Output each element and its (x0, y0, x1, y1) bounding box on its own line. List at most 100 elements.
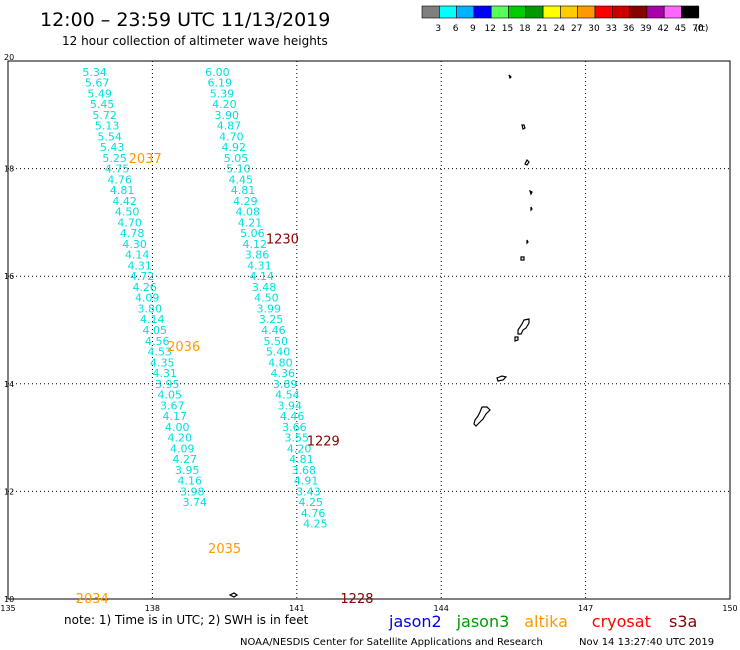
pass-time-label: 2037 (129, 152, 162, 167)
wave-height-value: 4.36 (270, 367, 295, 380)
wave-height-value: 4.08 (235, 206, 260, 219)
wave-height-value: 4.76 (301, 507, 326, 520)
pass-time-label: 1230 (266, 233, 299, 248)
wave-height-value: 5.49 (87, 87, 112, 100)
legend-label: 6 (453, 24, 459, 34)
legend-label: 45 (675, 24, 686, 34)
color-legend: 3 6 9 12 15 18 21 24 27 30 33 36 39 42 45 70(ft) (421, 5, 708, 34)
wave-height-value: 3.90 (214, 109, 239, 122)
wave-height-value: 4.78 (120, 227, 145, 240)
wave-height-value: 4.45 (228, 173, 253, 186)
wave-height-value: 4.50 (254, 292, 279, 305)
wave-height-value: 3.98 (180, 485, 205, 498)
wave-height-value: 4.42 (112, 195, 137, 208)
lon-tick-label: 150 (722, 604, 737, 613)
wave-height-value: 6.19 (207, 77, 232, 90)
wave-height-value: 5.54 (97, 130, 122, 143)
island-rota (496, 375, 508, 382)
pass-time-label: 2035 (208, 542, 241, 557)
legend-swatch (681, 5, 700, 19)
axis-tick-labels: 135 138 141 144 147 150 20 18 16 14 12 10 (0, 53, 737, 613)
wave-height-value: 4.76 (107, 173, 132, 186)
wave-height-value: 4.31 (127, 259, 152, 272)
legend-swatch (473, 5, 492, 19)
legend-swatch (646, 5, 665, 19)
wave-height-value: 5.13 (95, 120, 120, 133)
satellite-legend-s3a: s3a (669, 612, 697, 631)
island-pagan (528, 189, 533, 196)
wave-height-value: 5.39 (210, 87, 235, 100)
legend-label: 24 (554, 24, 566, 34)
map-subtitle: 12 hour collection of altimeter wave hei… (62, 34, 328, 48)
wave-height-value: 3.80 (137, 302, 162, 315)
legend-swatch (456, 5, 475, 19)
wave-height-value: 3.67 (160, 399, 185, 412)
coastline-islands (228, 74, 533, 598)
wave-height-value: 4.14 (125, 249, 150, 262)
wave-height-value: 5.67 (85, 77, 110, 90)
wave-height-value: 4.05 (157, 389, 182, 402)
wave-height-value: 3.99 (256, 302, 281, 315)
legend-swatch (542, 5, 561, 19)
wave-height-value: 4.72 (130, 270, 155, 283)
legend-swatch (577, 5, 596, 19)
lon-tick-label: 147 (578, 604, 593, 613)
wave-height-value: 3.43 (296, 485, 321, 498)
lat-tick-label: 14 (4, 380, 14, 389)
lat-tick-label: 12 (4, 487, 14, 496)
wave-height-value: 5.06 (240, 227, 265, 240)
legend-label: 27 (571, 24, 582, 34)
island-alamagan (530, 206, 533, 212)
wave-height-values: 5.345.675.495.455.725.135.545.435.254.75… (82, 66, 327, 531)
wave-height-value: 4.14 (140, 313, 165, 326)
wave-height-value: 5.40 (266, 346, 291, 359)
legend-swatch (438, 5, 457, 19)
legend-label: 18 (519, 24, 531, 34)
wave-height-value: 4.25 (303, 518, 328, 531)
legend-label: 33 (606, 24, 617, 34)
pass-time-label: 2036 (167, 340, 200, 355)
footer-timestamp: Nov 14 13:27:40 UTC 2019 (579, 637, 714, 648)
wave-height-value: 4.17 (162, 410, 187, 423)
lon-tick-label: 135 (0, 604, 15, 613)
lon-tick-label: 138 (145, 604, 160, 613)
lat-tick-label: 16 (4, 272, 14, 281)
legend-swatch (629, 5, 648, 19)
wave-height-value: 4.20 (212, 98, 237, 111)
wave-height-value: 4.09 (170, 442, 195, 455)
wave-height-value: 4.56 (145, 335, 170, 348)
wave-height-value: 5.10 (226, 163, 251, 176)
island-agrihan (524, 158, 530, 166)
satellite-legend-cryosat: cryosat (592, 612, 651, 631)
wave-height-value: 3.68 (292, 464, 317, 477)
legend-label: 12 (484, 24, 495, 34)
wave-height-value: 4.05 (142, 324, 167, 337)
legend-swatch (490, 5, 509, 19)
legend-swatch (525, 5, 544, 19)
lat-tick-label: 20 (4, 53, 14, 62)
wave-height-value: 4.31 (247, 259, 272, 272)
map-frame (7, 60, 731, 600)
footer-credit: NOAA/NESDIS Center for Satellite Applica… (240, 637, 543, 648)
legend-label: 42 (657, 24, 668, 34)
pass-time-label: 1228 (340, 592, 373, 607)
footer-note: note: 1) Time is in UTC; 2) SWH is in fe… (64, 613, 309, 627)
wave-height-value: 4.20 (167, 432, 192, 445)
satellite-legend: jason2 jason3 altika cryosat s3a (388, 612, 697, 631)
wave-height-value: 4.30 (122, 238, 147, 251)
wave-height-value: 3.25 (259, 313, 284, 326)
wave-height-value: 5.05 (224, 152, 249, 165)
wave-height-value: 4.27 (172, 453, 197, 466)
legend-label: 39 (640, 24, 652, 34)
wave-height-value: 4.81 (289, 453, 314, 466)
wave-height-value: 3.48 (252, 281, 277, 294)
wave-height-value: 5.50 (263, 335, 288, 348)
wave-height-value: 4.21 (238, 216, 263, 229)
island-anatahan (520, 256, 525, 261)
legend-label: 9 (470, 24, 476, 34)
wave-height-value: 4.70 (117, 216, 142, 229)
wave-height-value: 4.26 (132, 281, 157, 294)
wave-height-value: 4.20 (287, 442, 312, 455)
